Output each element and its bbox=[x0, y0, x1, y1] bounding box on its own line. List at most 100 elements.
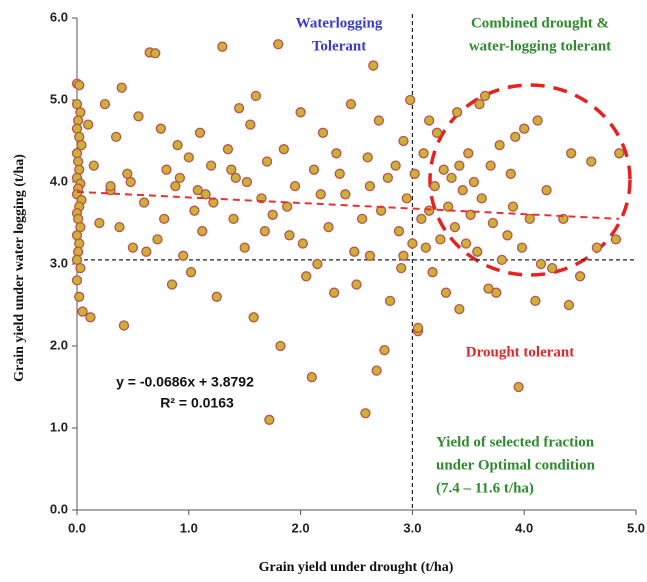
data-point bbox=[364, 180, 376, 192]
data-point bbox=[194, 127, 206, 138]
data-point bbox=[306, 372, 317, 383]
data-point bbox=[278, 144, 289, 155]
data-point bbox=[435, 234, 446, 245]
data-point bbox=[379, 344, 390, 356]
data-point bbox=[241, 176, 253, 188]
data-point bbox=[239, 242, 250, 253]
data-point bbox=[275, 340, 286, 352]
y-tick-label: 1.0 bbox=[50, 419, 68, 434]
data-point bbox=[161, 164, 172, 175]
data-point bbox=[535, 258, 547, 270]
data-point bbox=[472, 246, 483, 257]
data-point bbox=[166, 279, 178, 290]
annotation: water-logging tolerant bbox=[469, 38, 611, 54]
trend-line bbox=[76, 190, 620, 220]
data-point bbox=[454, 303, 465, 315]
y-tick-label: 0.0 bbox=[50, 501, 68, 516]
data-point bbox=[211, 291, 222, 302]
data-point bbox=[328, 287, 340, 298]
y-tick-label: 5.0 bbox=[50, 91, 68, 106]
data-point bbox=[71, 275, 83, 286]
data-point bbox=[76, 139, 87, 151]
data-point bbox=[416, 213, 427, 225]
x-axis-title: Grain yield under drought (t/ha) bbox=[259, 560, 454, 575]
data-point bbox=[541, 185, 552, 196]
data-point bbox=[77, 306, 88, 317]
data-point bbox=[479, 90, 491, 102]
data-point bbox=[420, 242, 431, 253]
y-tick-label: 2.0 bbox=[50, 337, 68, 352]
data-point bbox=[150, 48, 161, 59]
data-point bbox=[440, 287, 452, 298]
equation: y = -0.0686x + 3.8792 bbox=[116, 374, 254, 390]
data-point bbox=[407, 238, 418, 249]
data-point bbox=[183, 152, 194, 163]
data-point bbox=[457, 185, 468, 196]
data-point bbox=[230, 172, 241, 184]
data-point bbox=[382, 172, 393, 184]
data-point bbox=[401, 193, 412, 204]
data-point bbox=[159, 213, 170, 225]
data-point bbox=[200, 189, 211, 200]
data-point bbox=[323, 221, 334, 233]
data-point bbox=[485, 160, 496, 171]
data-point bbox=[245, 119, 256, 130]
data-point bbox=[315, 189, 326, 200]
data-point bbox=[261, 156, 273, 167]
data-point bbox=[88, 160, 99, 171]
data-point bbox=[362, 152, 373, 163]
highlight-ellipse bbox=[428, 83, 632, 277]
data-point bbox=[405, 94, 416, 106]
y-axis-title: Grain yield under water logging (t/ha) bbox=[12, 154, 27, 382]
data-point bbox=[297, 238, 308, 249]
data-point bbox=[530, 295, 541, 307]
data-point bbox=[308, 164, 320, 175]
data-point bbox=[431, 127, 443, 138]
data-point bbox=[72, 246, 84, 257]
data-point bbox=[83, 119, 94, 130]
x-tick-label: 3.0 bbox=[403, 520, 421, 535]
data-point bbox=[170, 180, 181, 192]
y-tick-label: 3.0 bbox=[50, 255, 68, 270]
r-squared: R² = 0.0163 bbox=[160, 395, 234, 411]
data-point bbox=[94, 217, 105, 229]
y-tick-label: 4.0 bbox=[50, 173, 68, 188]
data-point bbox=[127, 242, 139, 253]
data-point bbox=[398, 250, 409, 261]
data-point bbox=[396, 262, 407, 274]
data-point bbox=[409, 168, 420, 179]
data-point bbox=[510, 131, 521, 143]
data-point bbox=[524, 213, 535, 225]
data-point bbox=[349, 246, 360, 257]
data-point bbox=[197, 226, 208, 237]
data-point bbox=[345, 98, 357, 110]
data-point bbox=[460, 238, 472, 249]
data-point bbox=[217, 41, 228, 52]
x-tick-label: 2.0 bbox=[292, 520, 310, 535]
data-point bbox=[390, 160, 401, 171]
data-point bbox=[118, 320, 130, 331]
data-point bbox=[259, 226, 270, 237]
data-point bbox=[574, 271, 586, 282]
data-point bbox=[110, 131, 122, 143]
data-point bbox=[72, 156, 84, 167]
data-point bbox=[250, 90, 262, 102]
data-point bbox=[507, 201, 519, 212]
data-point bbox=[398, 135, 409, 147]
data-point bbox=[505, 168, 516, 179]
data-point bbox=[418, 148, 429, 159]
data-point bbox=[502, 230, 513, 241]
data-point bbox=[476, 193, 487, 204]
data-point bbox=[226, 164, 237, 175]
data-point bbox=[412, 322, 424, 334]
x-tick-label: 1.0 bbox=[180, 520, 198, 535]
data-point bbox=[468, 176, 480, 188]
data-point bbox=[513, 381, 524, 393]
data-point bbox=[189, 205, 200, 216]
data-point bbox=[364, 250, 376, 261]
data-point bbox=[152, 234, 163, 245]
data-point bbox=[483, 283, 494, 294]
data-point bbox=[463, 148, 474, 159]
data-point bbox=[334, 168, 345, 179]
data-point bbox=[74, 80, 85, 91]
